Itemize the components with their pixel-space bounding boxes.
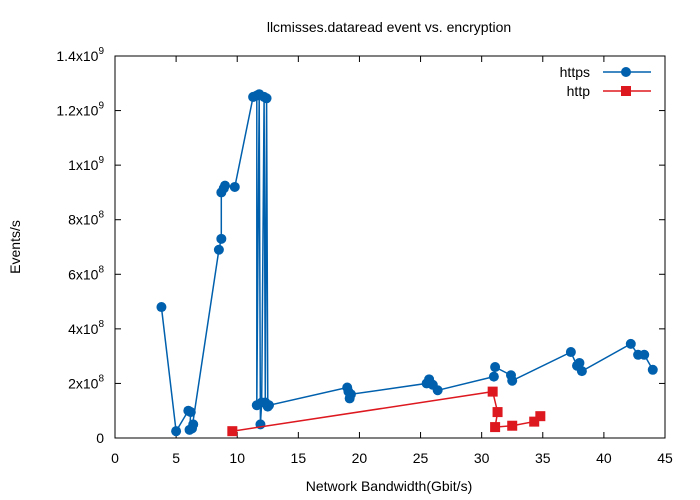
y-tick-exponent: 8 (98, 373, 104, 384)
x-tick-label: 5 (172, 450, 180, 466)
data-point-https (345, 389, 356, 400)
legend-label-http: http (567, 83, 591, 99)
y-tick-label: 8x108 (68, 210, 104, 228)
data-point-https (625, 338, 636, 349)
data-point-https (220, 180, 230, 191)
data-point-https (576, 366, 587, 377)
legend-marker-http (621, 86, 631, 96)
data-point-https (216, 233, 227, 244)
x-axis: 0 5 10 15 20 25 30 35 40 45 (111, 56, 673, 466)
data-point-https (639, 349, 650, 360)
y-tick-exponent: 9 (98, 101, 104, 112)
x-tick-label: 30 (474, 450, 490, 466)
y-tick-mantissa: 8x10 (68, 212, 99, 228)
plot-frame (114, 55, 666, 439)
x-tick-label: 0 (111, 450, 119, 466)
data-point-http (490, 422, 501, 433)
data-point-http (227, 426, 238, 437)
y-tick-mantissa: 1x10 (68, 157, 99, 173)
data-point-https (229, 181, 240, 192)
series-https (156, 89, 658, 437)
y-tick-exponent: 8 (98, 264, 104, 275)
y-axis-label: Events/s (7, 220, 23, 274)
data-point-https (432, 385, 443, 396)
y-tick-mantissa: 4x10 (68, 321, 99, 337)
series-layer (156, 89, 658, 437)
legend-entry-http: http (567, 83, 651, 99)
x-tick-label: 20 (352, 450, 368, 466)
x-tick-label: 35 (535, 450, 551, 466)
x-tick-label: 45 (657, 450, 673, 466)
y-tick-mantissa: 6x10 (68, 266, 99, 282)
y-tick-exponent: 8 (98, 210, 104, 221)
data-point-http (487, 386, 498, 397)
data-point-http (492, 407, 503, 418)
y-tick-exponent: 9 (98, 46, 104, 57)
y-tick-label: 0 (96, 430, 104, 446)
data-point-http (507, 420, 518, 431)
data-point-https (261, 93, 272, 104)
data-point-https (565, 347, 576, 358)
data-point-http (535, 411, 546, 422)
x-tick-label: 10 (229, 450, 245, 466)
data-point-https (187, 423, 197, 434)
y-tick-label: 1.4x109 (56, 46, 104, 64)
y-tick-label: 1.2x109 (56, 101, 104, 119)
legend-marker-https (621, 67, 631, 77)
x-axis-label: Network Bandwidth(Gbit/s) (306, 478, 473, 494)
data-point-https (490, 362, 501, 373)
x-tick-label: 15 (291, 450, 307, 466)
data-point-https (507, 375, 518, 386)
chart-title: llcmisses.dataread event vs. encryption (267, 19, 511, 35)
data-point-https (171, 426, 182, 437)
data-point-https (185, 407, 196, 418)
series-http (227, 386, 546, 437)
y-tick-mantissa: 2x10 (68, 375, 99, 391)
x-tick-label: 40 (596, 450, 612, 466)
data-point-https (156, 302, 167, 313)
legend: https http (560, 64, 651, 99)
plot-area-border (114, 55, 666, 439)
legend-entry-https: https (560, 64, 651, 80)
data-point-https (647, 364, 658, 375)
data-point-https (488, 371, 499, 382)
y-tick-label: 2x108 (68, 373, 104, 391)
y-tick-label: 4x108 (68, 319, 104, 337)
y-tick-mantissa: 0 (96, 430, 104, 446)
legend-label-https: https (560, 64, 590, 80)
series-line-https (160, 94, 654, 434)
y-tick-exponent: 9 (98, 155, 104, 166)
y-tick-mantissa: 1.4x10 (56, 48, 98, 64)
data-point-https (574, 357, 585, 368)
y-tick-exponent: 8 (98, 319, 104, 330)
data-point-http (529, 416, 540, 427)
data-point-https (213, 244, 224, 255)
y-tick-mantissa: 1.2x10 (56, 103, 98, 119)
y-tick-label: 6x108 (68, 264, 104, 282)
data-point-https (264, 400, 274, 411)
x-tick-label: 25 (413, 450, 429, 466)
y-tick-label: 1x109 (68, 155, 104, 173)
